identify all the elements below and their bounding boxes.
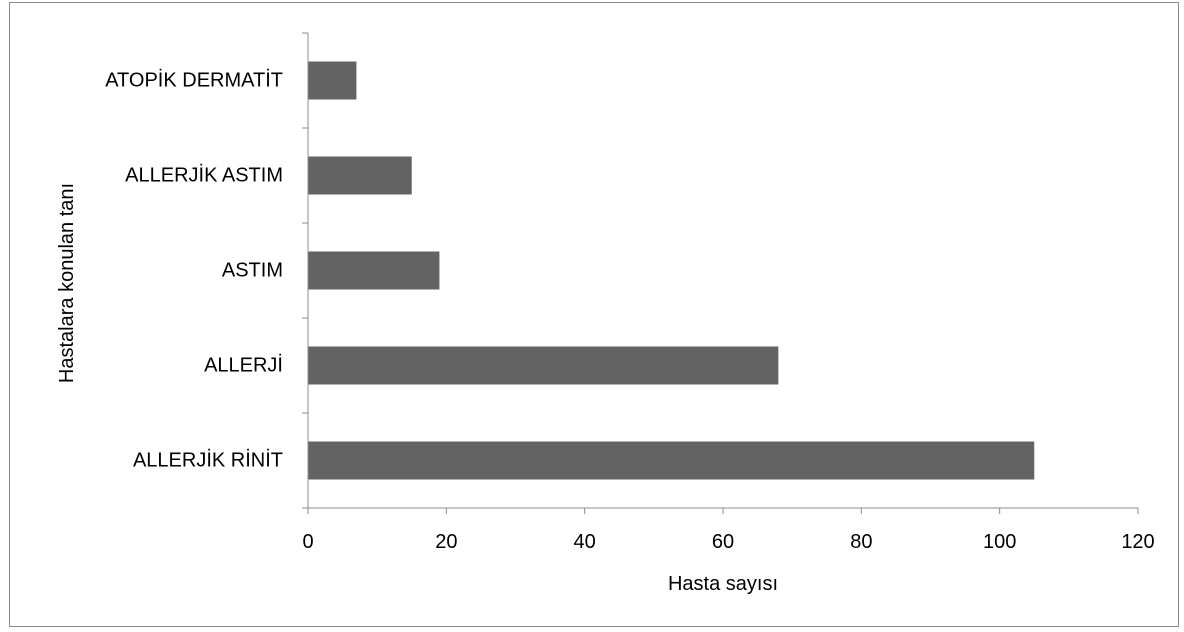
category-label: ASTIM: [222, 260, 283, 282]
category-label: ALLERJİK RİNİT: [133, 449, 283, 472]
x-tick-label: 120: [1121, 531, 1154, 553]
category-label: ALLERJİK ASTIM: [125, 164, 283, 187]
bar: [308, 346, 779, 385]
y-axis-title: Hastalara konulan tanı: [56, 183, 78, 383]
bar: [308, 441, 1035, 480]
x-axis-ticks: [307, 508, 1139, 514]
category-label: ATOPİK DERMATİT: [105, 69, 283, 92]
x-tick-label: 0: [302, 531, 313, 553]
x-tick-labels: 0 20 40 60 80 100 120: [302, 531, 1154, 553]
chart-frame: [9, 2, 1179, 627]
x-tick-label: 100: [983, 531, 1016, 553]
x-tick-label: 20: [435, 531, 457, 553]
bar: [308, 61, 357, 100]
x-tick-label: 80: [850, 531, 872, 553]
y-axis-ticks: [302, 32, 308, 509]
x-tick-label: 40: [574, 531, 596, 553]
bar: [308, 156, 412, 195]
x-tick-label: 60: [712, 531, 734, 553]
bars-group: [308, 61, 1035, 480]
bar: [308, 251, 440, 290]
category-label: ALLERJİ: [204, 354, 283, 377]
x-axis-title: Hasta sayısı: [668, 573, 778, 595]
category-labels: ALLERJİK RİNİT ALLERJİ ASTIM ALLERJİK ASTIM…: [105, 69, 283, 472]
